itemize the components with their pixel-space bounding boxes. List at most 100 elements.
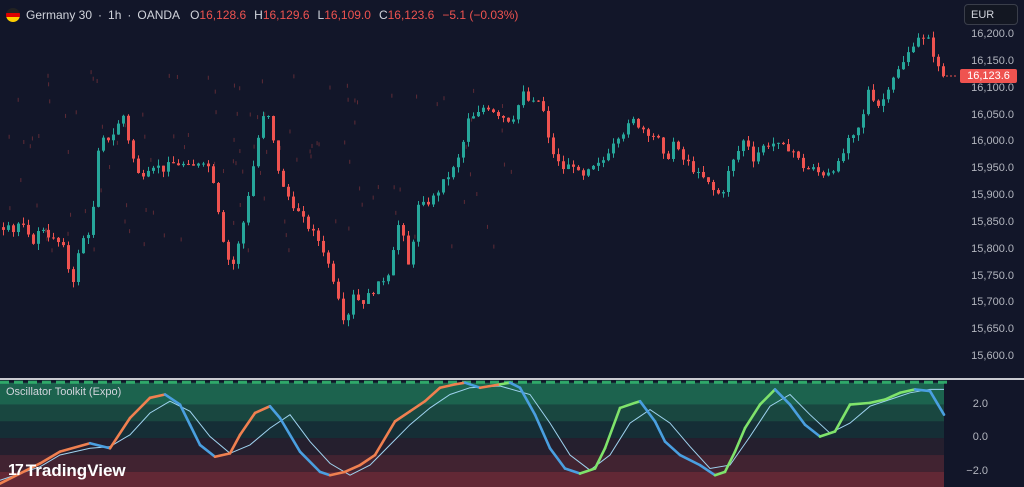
bull-zone-dash <box>602 380 611 384</box>
indicator-segment <box>253 404 272 415</box>
bull-zone-dash <box>196 380 205 384</box>
candle-body <box>242 222 245 244</box>
indicator-bands <box>0 380 947 487</box>
candle-body <box>702 171 705 178</box>
candle-body <box>637 118 640 128</box>
candle-body <box>392 250 395 276</box>
indicator-segment <box>913 388 932 393</box>
volume-mark <box>451 244 453 249</box>
candle-body <box>932 37 935 57</box>
open-label: O <box>190 8 200 22</box>
candle-body <box>872 89 875 101</box>
candle-body <box>547 110 550 138</box>
candle-body <box>397 225 400 251</box>
bull-zone-dash <box>812 380 821 384</box>
volume-mark <box>23 140 25 145</box>
candle-body <box>777 142 780 144</box>
candle-body <box>167 162 170 172</box>
candle-body <box>852 135 855 138</box>
price-axis-label: 15,650.0 <box>971 323 1014 336</box>
volume-mark <box>235 161 237 166</box>
volume-mark <box>8 134 10 139</box>
bull-zone-dash <box>840 380 849 384</box>
symbol-name[interactable]: Germany 30 <box>26 8 93 22</box>
candle-body <box>797 151 800 158</box>
candle-body <box>582 170 585 176</box>
candle-body <box>707 177 710 183</box>
indicator-band <box>0 404 944 422</box>
candle-body <box>347 314 350 321</box>
volume-mark <box>309 149 311 154</box>
price-axis-label: 16,000.0 <box>971 135 1014 148</box>
indicator-segment <box>198 443 217 459</box>
tradingview-logo[interactable]: 17 TradingView <box>8 461 126 481</box>
volume-mark <box>142 112 144 117</box>
candle-body <box>292 196 295 209</box>
candle-body <box>882 99 885 106</box>
price-axis-label: 16,100.0 <box>971 81 1014 94</box>
indicator-axis-label: 2.0 <box>972 397 988 410</box>
bull-zone-dash <box>644 380 653 384</box>
indicator-segment <box>603 406 622 450</box>
low-label: L <box>317 8 325 22</box>
volume-mark <box>348 226 350 231</box>
candle-body <box>752 146 755 162</box>
candle-body <box>732 159 735 171</box>
currency-button[interactable]: EUR <box>964 4 1018 25</box>
indicator-segment <box>373 420 397 457</box>
volume-mark <box>236 111 238 116</box>
volume-mark <box>48 82 50 87</box>
candle-body <box>572 164 575 167</box>
volume-mark <box>510 169 512 174</box>
tradingview-logo-icon: 17 <box>8 462 24 479</box>
volume-mark <box>65 113 67 118</box>
candle-body <box>332 263 335 282</box>
bull-zone-dash <box>294 380 303 384</box>
volume-mark <box>471 117 473 122</box>
volume-mark <box>463 199 465 204</box>
candle-body <box>527 91 530 101</box>
indicator-title[interactable]: Oscillator Toolkit (Expo) <box>6 386 122 398</box>
bull-zone-dash <box>434 380 443 384</box>
volume-mark <box>346 83 348 88</box>
volume-mark <box>443 96 445 101</box>
volume-mark <box>473 88 475 93</box>
candle-body <box>522 91 525 106</box>
indicator-segment <box>393 409 412 423</box>
timeframe[interactable]: 1h <box>108 8 122 22</box>
candle-body <box>432 195 435 205</box>
price-axis-label: 15,600.0 <box>971 350 1014 362</box>
volume-mark <box>395 210 397 215</box>
pane-divider[interactable] <box>0 378 1024 380</box>
candle-body <box>657 135 660 138</box>
bull-zone-dash <box>868 380 877 384</box>
bull-zone-dash <box>238 380 247 384</box>
candle-body <box>687 159 690 162</box>
candle-body <box>622 134 625 139</box>
volume-mark <box>361 202 363 207</box>
high-label: H <box>254 8 263 22</box>
candle-body <box>7 225 10 230</box>
candle-body <box>362 300 365 304</box>
volume-mark <box>349 159 351 164</box>
candle-body <box>12 225 15 233</box>
volume-mark <box>9 206 11 211</box>
volume-mark <box>223 169 225 174</box>
indicator-segment <box>178 403 192 427</box>
volume-mark <box>124 123 126 128</box>
candle-body <box>177 163 180 166</box>
bull-zone-dash <box>490 380 499 384</box>
volume-mark <box>36 203 38 208</box>
volume-mark <box>84 209 86 214</box>
volume-mark <box>253 144 255 149</box>
candle-body <box>207 163 210 167</box>
bull-zone-dash <box>798 380 807 384</box>
candle-body <box>492 109 495 113</box>
bull-zone-dash <box>168 380 177 384</box>
bull-zone-dash <box>420 380 429 384</box>
candle-body <box>857 127 860 136</box>
candle-body <box>577 166 580 171</box>
candle-body <box>927 37 930 39</box>
